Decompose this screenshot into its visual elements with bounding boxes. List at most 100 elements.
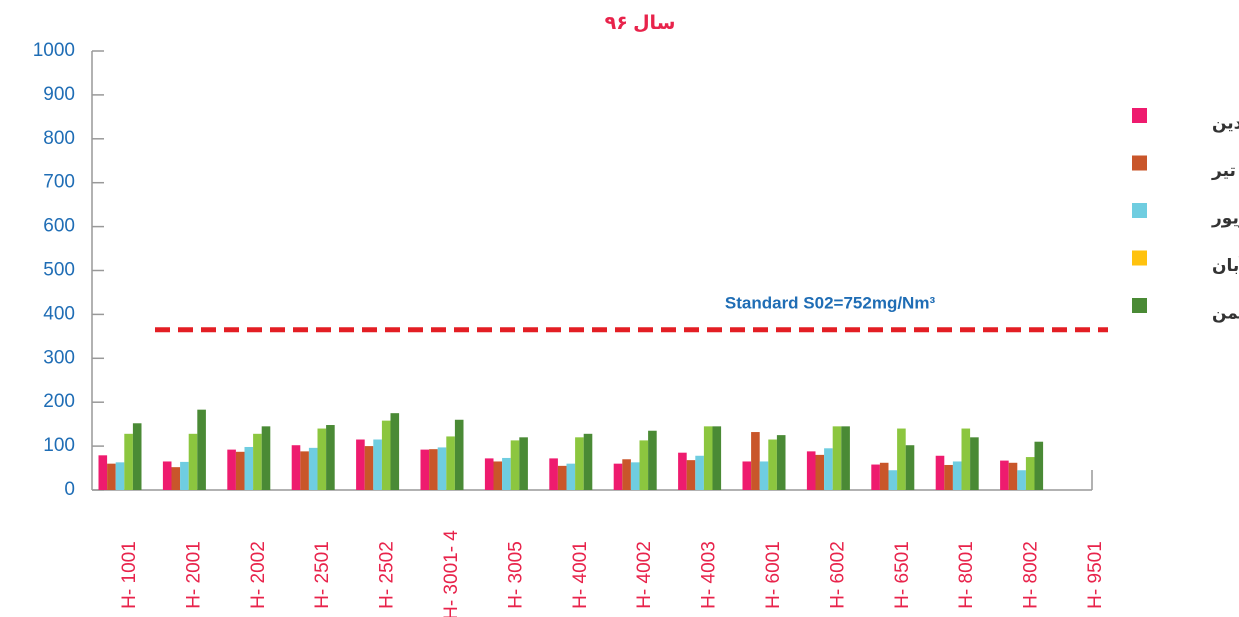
- bar: [961, 428, 971, 490]
- bar: [686, 460, 696, 490]
- bar: [429, 449, 438, 490]
- bar: [879, 462, 889, 490]
- bar: [759, 461, 769, 490]
- y-tick-label: 700: [43, 172, 75, 193]
- x-tick-label: H- 8002: [1021, 541, 1042, 609]
- bar: [583, 433, 593, 490]
- threshold-label: Standard S02=752mg/Nm³: [725, 293, 936, 312]
- bar: [678, 452, 687, 490]
- bar: [197, 409, 206, 490]
- bar: [630, 462, 640, 490]
- bar: [107, 463, 116, 490]
- bar: [952, 461, 962, 490]
- bar: [622, 459, 631, 490]
- x-tick-label: H- 4002: [634, 541, 655, 609]
- bar: [171, 467, 181, 490]
- bar: [180, 461, 189, 490]
- bar: [502, 457, 511, 490]
- legend-label: شهریور: [1211, 208, 1239, 228]
- y-tick-label: 200: [43, 391, 75, 412]
- legend-label: فروردین: [1212, 113, 1239, 133]
- x-tick-label: H- 4003: [699, 541, 720, 609]
- bar: [188, 433, 198, 490]
- bar: [613, 463, 623, 490]
- bar: [390, 413, 400, 490]
- bar: [815, 454, 825, 490]
- x-tick-label: H- 1001: [119, 541, 140, 609]
- bar: [695, 455, 704, 490]
- bar: [1000, 460, 1009, 490]
- bar: [648, 430, 657, 490]
- bar: [905, 445, 915, 490]
- bar: [317, 428, 327, 490]
- legend-swatch: [1132, 298, 1147, 313]
- x-tick-label: H- 2001: [183, 541, 204, 609]
- bar: [1008, 462, 1018, 490]
- bar: [703, 426, 713, 490]
- bar: [970, 437, 979, 490]
- legend-swatch: [1132, 155, 1147, 171]
- bar: [381, 420, 391, 490]
- bar: [549, 458, 558, 490]
- bar: [356, 439, 365, 490]
- x-tick-label: H- 2502: [377, 541, 398, 609]
- bar: [484, 458, 494, 490]
- bar: [832, 426, 842, 490]
- bar: [935, 455, 945, 490]
- bar: [162, 461, 172, 490]
- bar: [776, 435, 786, 490]
- bar: [1025, 457, 1035, 490]
- bar: [639, 440, 649, 490]
- bar: [944, 464, 953, 490]
- x-tick-label: H- 3001- 4: [441, 530, 462, 617]
- bar: [566, 463, 576, 490]
- x-tick-label: H- 6001: [763, 541, 784, 609]
- bar: [326, 425, 335, 490]
- y-tick-label: 500: [43, 260, 75, 281]
- bar: [751, 432, 760, 490]
- x-tick-label: H- 4001: [570, 541, 591, 609]
- bar: [510, 440, 520, 490]
- bar: [806, 451, 816, 490]
- x-tick-label: H- 6501: [892, 541, 913, 609]
- y-tick-label: 0: [64, 479, 75, 500]
- legend-label: تیر: [1211, 161, 1236, 181]
- bar: [742, 461, 752, 490]
- bar: [519, 437, 528, 490]
- bar: [824, 448, 833, 490]
- y-tick-label: 1000: [33, 40, 75, 61]
- bar: [235, 451, 245, 490]
- bar: [897, 428, 906, 490]
- x-tick-label: H- 9501: [1085, 541, 1106, 609]
- bar: [841, 426, 850, 490]
- bar: [557, 465, 567, 490]
- x-tick-label: H- 2002: [248, 541, 269, 609]
- bar: [261, 426, 271, 490]
- legend-label: بهمن: [1212, 303, 1239, 323]
- y-tick-label: 900: [43, 84, 75, 105]
- bar: [1034, 441, 1044, 490]
- bar: [98, 455, 108, 490]
- bar: [115, 462, 125, 490]
- bar: [132, 423, 142, 490]
- bar: [871, 464, 880, 490]
- y-tick-label: 100: [43, 435, 75, 456]
- bar: [364, 446, 374, 490]
- y-tick-label: 400: [43, 303, 75, 324]
- y-tick-label: 800: [43, 128, 75, 149]
- chart-title: سال ۹۶: [605, 13, 676, 34]
- bar: [373, 439, 382, 490]
- bar: [291, 445, 301, 490]
- bar: [446, 436, 455, 490]
- bar: [888, 470, 898, 490]
- bar: [712, 426, 722, 490]
- bar: [493, 461, 503, 490]
- x-tick-label: H- 3005: [505, 541, 526, 609]
- legend-swatch: [1132, 250, 1147, 266]
- x-tick-label: H- 6002: [827, 541, 848, 609]
- bar: [300, 451, 309, 490]
- bar: [768, 439, 777, 490]
- x-tick-label: H- 8001: [956, 541, 977, 609]
- bar: [253, 433, 262, 490]
